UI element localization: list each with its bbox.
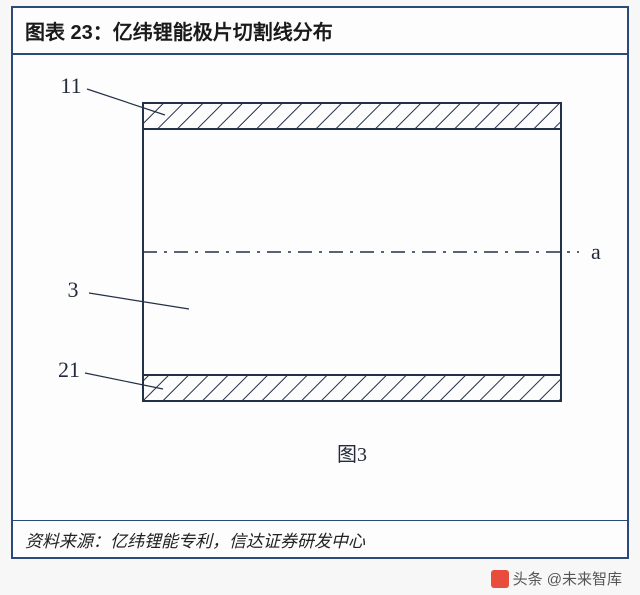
- callout-leader-3: [89, 293, 189, 309]
- diagram-caption: 图3: [337, 444, 367, 466]
- figure-title: 图表 23：亿纬锂能极片切割线分布: [13, 8, 627, 55]
- source-line: 资料来源：亿纬锂能专利，信达证券研发中心: [13, 520, 627, 558]
- figure-frame: 图表 23：亿纬锂能极片切割线分布 a 11 3 21 图3 资料来源：亿纬锂能专利，信…: [11, 6, 629, 559]
- callout-label-11: 11: [60, 73, 81, 98]
- hatched-band-top: [143, 103, 561, 129]
- hatched-band-bottom: [143, 375, 561, 401]
- attribution: 头条 @未来智库: [491, 568, 622, 589]
- centerline-label: a: [591, 239, 601, 264]
- callout-label-3: 3: [68, 277, 79, 302]
- callout-label-21: 21: [58, 357, 80, 382]
- schematic-svg: a 11 3 21 图3: [13, 55, 629, 520]
- diagram-area: a 11 3 21 图3: [13, 55, 627, 520]
